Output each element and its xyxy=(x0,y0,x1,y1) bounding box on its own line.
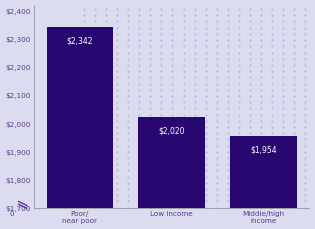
Bar xyxy=(47,27,113,229)
Text: $2,020: $2,020 xyxy=(158,126,185,135)
Text: 0: 0 xyxy=(10,210,14,216)
Text: $1,954: $1,954 xyxy=(250,145,277,154)
Bar xyxy=(230,136,297,229)
Bar xyxy=(139,118,205,229)
Text: $2,342: $2,342 xyxy=(66,36,93,45)
